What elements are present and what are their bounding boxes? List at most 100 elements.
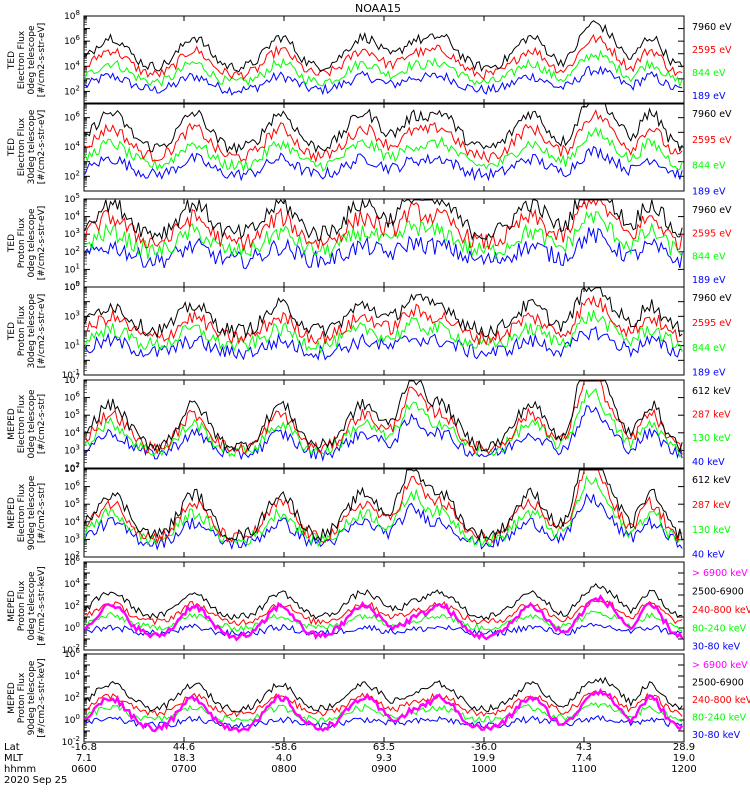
series-trace (84, 325, 683, 361)
series-trace (84, 49, 683, 88)
y-tick-label: 100 (64, 621, 80, 634)
legend--6900-kev: > 6900 keV (692, 660, 748, 671)
series-trace (84, 688, 684, 734)
footer-lat-value: -58.6 (271, 742, 297, 753)
legend-7960-ev: 7960 eV (692, 109, 732, 120)
legend-30-80-kev: 30-80 keV (692, 642, 741, 653)
y-tick-label: 100 (64, 280, 80, 293)
y-tick-label: 106 (64, 111, 80, 124)
y-axis-label: MEPEDProton Flux90deg telescope[#/cm2-s-… (7, 658, 47, 737)
y-tick-label: 10-1 (62, 368, 80, 381)
y-tick-label: 100 (64, 713, 80, 726)
y-tick-label: 102 (64, 550, 80, 563)
series-trace (84, 469, 683, 545)
footer-lat-value: -36.0 (471, 742, 497, 753)
series-trace (84, 65, 683, 96)
series-trace (84, 599, 683, 627)
series-trace (84, 405, 683, 462)
legend-189-ev: 189 eV (692, 368, 726, 379)
y-tick-label: 102 (64, 461, 80, 474)
y-tick-label: 105 (64, 408, 80, 421)
footer-mlt-value: 7.4 (576, 753, 592, 764)
series-trace (84, 103, 683, 155)
series-trace (84, 227, 683, 270)
series-trace (84, 690, 683, 718)
legend-7960-ev: 7960 eV (692, 205, 732, 216)
series-trace (84, 610, 683, 632)
footer-lat-value: 4.3 (576, 742, 592, 753)
y-axis-label: TEDElectron Flux0deg telescope[#/cm2-s-s… (7, 23, 47, 98)
y-axis-label: MEPEDElectron Flux90deg telescope[#/cm2-… (7, 475, 47, 550)
series-trace (84, 387, 683, 458)
legend-240-800-kev: 240-800 keV (692, 605, 750, 616)
panel-4: 10-1 101 103 105 TEDProton Flux30deg telesco… (7, 280, 732, 381)
y-tick-label: 106 (64, 391, 80, 404)
y-tick-label: 102 (64, 691, 80, 704)
y-tick-label: 101 (64, 339, 80, 352)
panel-3: 100 101 102 103 104 105 TEDProton Flux0deg tel… (7, 192, 732, 293)
legend-189-ev: 189 eV (692, 275, 726, 286)
legend-2595-ev: 2595 eV (692, 135, 732, 146)
footer-lat-value: 28.9 (673, 742, 695, 753)
legend-80-240-kev: 80-240 keV (692, 712, 747, 723)
y-axis-label: TEDElectron Flux30deg telescope[#/cm2-s-… (7, 109, 47, 184)
legend-2595-ev: 2595 eV (692, 45, 732, 56)
y-tick-label: 102 (64, 599, 80, 612)
panels: 102 104 106 108 TEDElectron Flux0deg telesco… (7, 9, 750, 748)
y-tick-label: 104 (64, 577, 80, 590)
date-label: 2020 Sep 25 (4, 775, 67, 786)
series-trace (84, 198, 683, 242)
series-trace (84, 20, 683, 73)
y-tick-label: 106 (64, 34, 80, 47)
footer-mlt-value: 4.0 (276, 753, 292, 764)
chart-title: NOAA15 (355, 2, 401, 15)
footer-row-label-hhmm: hhmm (4, 764, 36, 775)
legend-2500-6900: 2500-6900 (692, 677, 744, 688)
series-trace (84, 475, 683, 548)
y-tick-label: 106 (64, 647, 80, 660)
series-trace (84, 379, 683, 453)
panel-frame (83, 653, 685, 743)
legend-189-ev: 189 eV (692, 91, 726, 102)
legend-612-kev: 612 keV (692, 475, 731, 486)
y-tick-label: 103 (64, 309, 80, 322)
series-trace (84, 702, 683, 724)
y-tick-label: 105 (64, 192, 80, 205)
footer-lat-value: 63.5 (373, 742, 395, 753)
legend-2500-6900: 2500-6900 (692, 586, 744, 597)
footer-mlt-value: 9.3 (376, 753, 392, 764)
panel-1: 102 104 106 108 TEDElectron Flux0deg telesco… (7, 9, 732, 105)
y-tick-label: 102 (64, 245, 80, 258)
series-trace (84, 676, 683, 713)
y-tick-label: 106 (64, 555, 80, 568)
footer-hhmm-value: 1000 (471, 764, 496, 775)
y-tick-label: 103 (64, 532, 80, 545)
legend-40-kev: 40 keV (692, 550, 725, 561)
series-trace (84, 582, 683, 621)
panel-frame (83, 198, 685, 288)
legend-844-ev: 844 eV (692, 68, 726, 79)
panel-6: 102 103 104 105 106 107 MEPEDElectron Flux90de… (7, 462, 731, 563)
legend-844-ev: 844 eV (692, 343, 726, 354)
series-trace (84, 286, 683, 340)
panel-8: 10-2 100 102 104 106 MEPEDProton Flux90deg te… (7, 647, 750, 748)
legend-189-ev: 189 eV (692, 187, 726, 198)
legend-7960-ev: 7960 eV (692, 293, 732, 304)
legend-80-240-kev: 80-240 keV (692, 623, 747, 634)
footer-hhmm-value: 0600 (71, 764, 96, 775)
legend-7960-ev: 7960 eV (692, 22, 732, 33)
y-tick-label: 107 (64, 373, 80, 386)
y-tick-label: 106 (64, 480, 80, 493)
series-trace (84, 33, 683, 81)
panel-frame (83, 379, 685, 469)
y-tick-label: 101 (64, 262, 80, 275)
legend-612-kev: 612 keV (692, 386, 731, 397)
y-tick-label: 108 (64, 9, 80, 22)
y-tick-label: 104 (64, 426, 80, 439)
series-trace (84, 126, 683, 173)
footer-lat-value: -16.8 (71, 742, 97, 753)
y-axis-label: TEDProton Flux30deg telescope[#/cm2-s-st… (7, 293, 47, 368)
panel-7: 10-2 100 102 104 106 MEPEDProton Flux0deg tel… (7, 555, 750, 656)
legend-40-kev: 40 keV (692, 457, 725, 468)
